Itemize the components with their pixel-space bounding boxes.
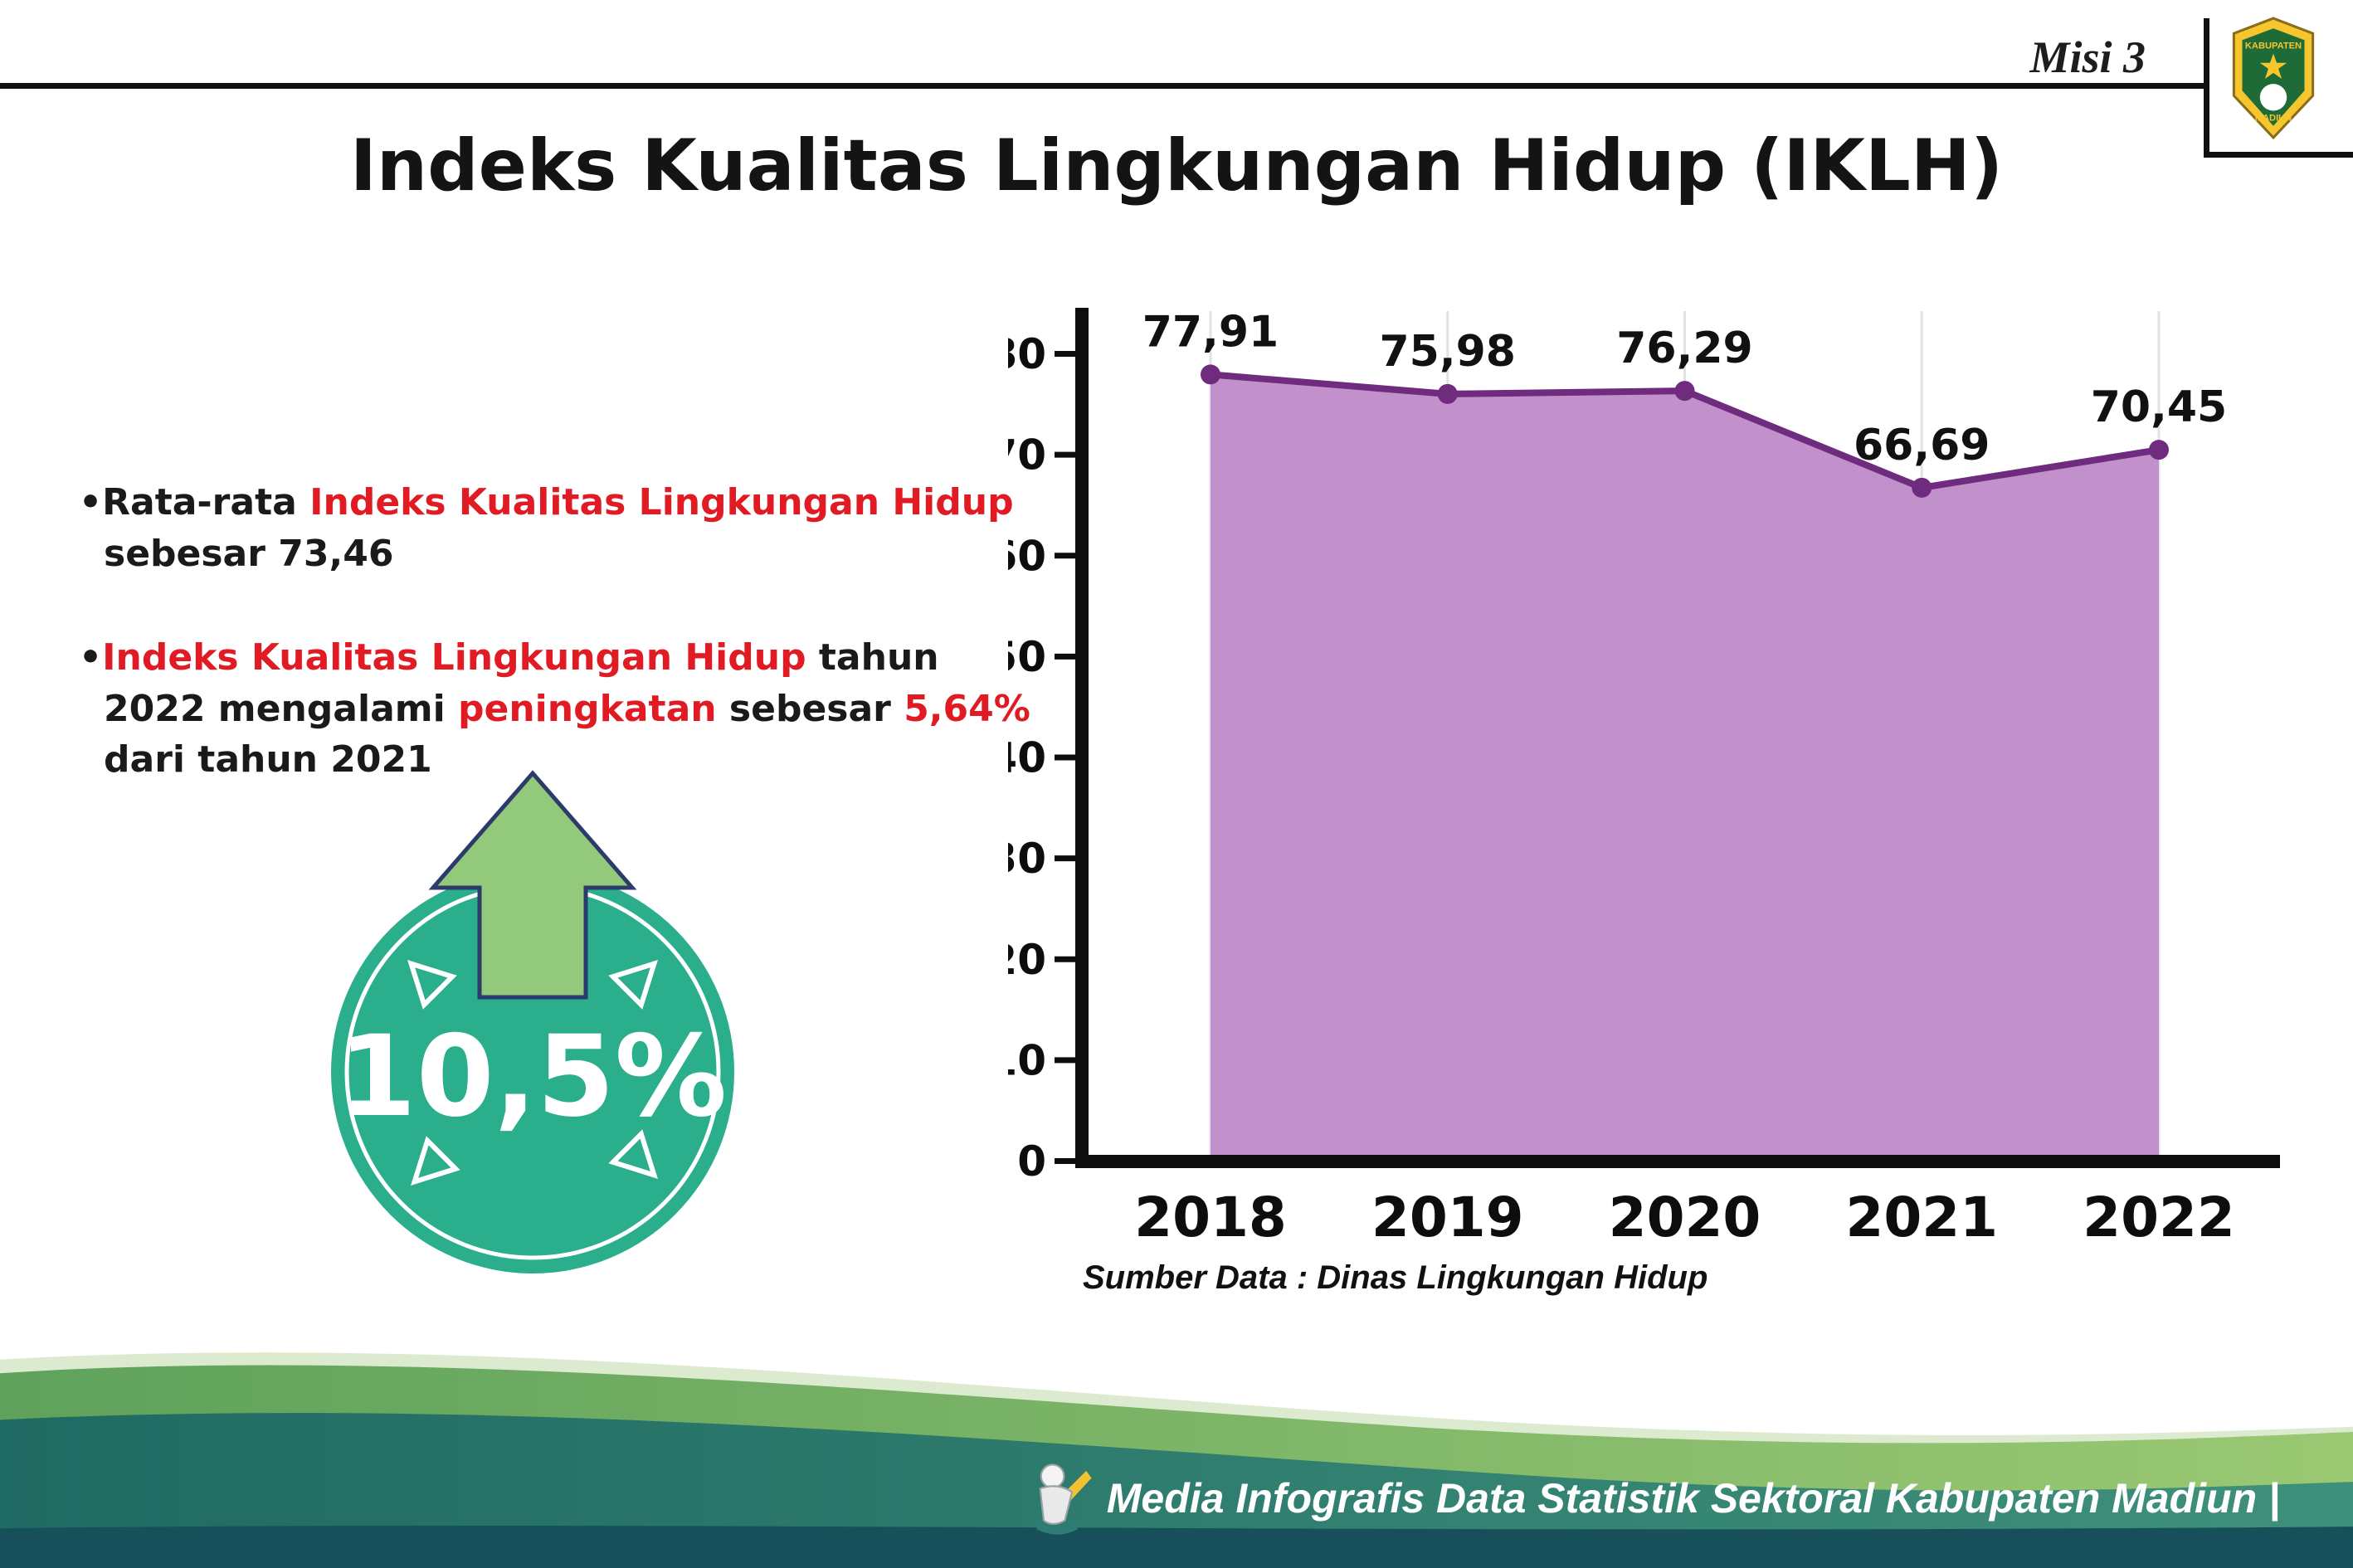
logo-frame (2204, 18, 2209, 158)
y-tick (1055, 1057, 1075, 1064)
value-label: 76,29 (1616, 324, 1752, 373)
text-segment-highlight: Indeks Kualitas Lingkungan Hidup (102, 636, 806, 679)
y-tick (1055, 855, 1075, 862)
key-points: •Rata-rata Indeks Kualitas Lingkungan Hi… (79, 477, 1041, 786)
chart-point (1201, 364, 1220, 385)
footer-credit-text: Media Infografis Data Statistik Sektoral… (1106, 1475, 2280, 1522)
y-axis (1075, 308, 1089, 1167)
wave-bottom (0, 1525, 2353, 1568)
text-segment-highlight: 5,64% (904, 687, 1030, 730)
mascot-head (1040, 1463, 1065, 1489)
y-tick-label: 70 (1008, 431, 1046, 480)
value-label: 77,91 (1142, 307, 1279, 357)
iklh-area-chart: 0 10 20 30 40 50 60 70 80 2018 2019 2020 2021 2022 77,… (988, 295, 2336, 1348)
value-label: 70,45 (2091, 382, 2227, 432)
text-segment-highlight: Indeks Kualitas Lingkungan Hidup (309, 481, 1014, 523)
crest-text-top: KABUPATEN (2245, 41, 2302, 51)
crest-shield-inner (2242, 28, 2305, 126)
triangle-icon (407, 960, 457, 1010)
y-tick (1055, 1158, 1075, 1164)
x-axis-label: 2022 (2083, 1186, 2235, 1249)
mascot-icon (1036, 1463, 1092, 1535)
y-tick-label: 60 (1008, 532, 1046, 580)
chart-point (2149, 440, 2169, 460)
text-segment: tahun 2022 mengalami (104, 636, 939, 730)
triangle-icon (411, 1136, 460, 1186)
y-tick (1055, 653, 1075, 660)
x-axis-label: 2019 (1371, 1186, 1524, 1249)
x-axis (1075, 1155, 2280, 1168)
mascot-base (1036, 1520, 1078, 1535)
misi-label: Misi 3 (2029, 32, 2146, 82)
x-axis-label: 2021 (1845, 1186, 1998, 1249)
y-tick (1055, 351, 1075, 357)
crest-text-bottom: MADIUN (2255, 114, 2292, 124)
y-tick-label: 30 (1008, 835, 1046, 883)
up-arrow-icon (428, 770, 637, 1000)
bullet-marker: • (79, 636, 103, 679)
value-label: 66,69 (1854, 421, 1990, 470)
y-tick-label: 0 (1017, 1137, 1046, 1186)
chart-point (1674, 381, 1695, 402)
y-tick (1055, 956, 1075, 962)
bullet-average-iklh: •Rata-rata Indeks Kualitas Lingkungan Hi… (79, 477, 1041, 579)
badge-value: 10,5% (339, 1011, 727, 1142)
kabupaten-madiun-logo: KABUPATEN MADIUN (2232, 17, 2315, 140)
x-axis-label: 2018 (1134, 1186, 1287, 1249)
chart-area (1211, 374, 2159, 1161)
chart-point (1912, 477, 1932, 498)
crest-emblem (2259, 84, 2287, 111)
y-tick-label: 10 (1008, 1036, 1046, 1084)
footer-waves (0, 1352, 2353, 1568)
text-segment: Rata-rata (102, 481, 310, 523)
chart-canvas: 0 10 20 30 40 50 60 70 80 2018 2019 2020 2021 2022 77,… (988, 307, 2280, 1249)
x-axis-label: 2020 (1609, 1186, 1761, 1249)
increase-badge: 10,5% (331, 770, 734, 1273)
y-tick (1055, 451, 1075, 458)
triangle-icon (608, 960, 658, 1010)
crest-star-icon (2259, 53, 2287, 80)
text-segment-highlight: peningkatan (458, 687, 717, 730)
y-tick-label: 20 (1008, 936, 1046, 984)
text-segment: sebesar 73,46 (104, 532, 394, 575)
y-tick-label: 40 (1008, 734, 1046, 782)
header-rule (0, 83, 2207, 89)
mascot-body (1039, 1485, 1074, 1525)
page-title: Indeks Kualitas Lingkungan Hidup (IKLH) (349, 124, 2004, 207)
y-tick-label: 80 (1008, 330, 1046, 378)
y-tick-label: 50 (1008, 633, 1046, 681)
value-label: 75,98 (1380, 327, 1516, 377)
y-tick (1055, 754, 1075, 761)
triangle-icon (608, 1129, 658, 1179)
bullet-marker: • (79, 481, 103, 523)
chart-point (1437, 383, 1458, 404)
bullet-increase-2022: •Indeks Kualitas Lingkungan Hidup tahun … (79, 632, 1041, 786)
text-segment: dari tahun 2021 (104, 738, 432, 782)
data-source-caption: Sumber Data : Dinas Lingkungan Hidup (1083, 1259, 1708, 1296)
text-segment: sebesar (716, 687, 904, 730)
footer-credit-row: Media Infografis Data Statistik Sektoral… (1022, 1458, 2280, 1538)
logo-frame-bottom (2204, 152, 2353, 158)
y-tick (1055, 553, 1075, 559)
